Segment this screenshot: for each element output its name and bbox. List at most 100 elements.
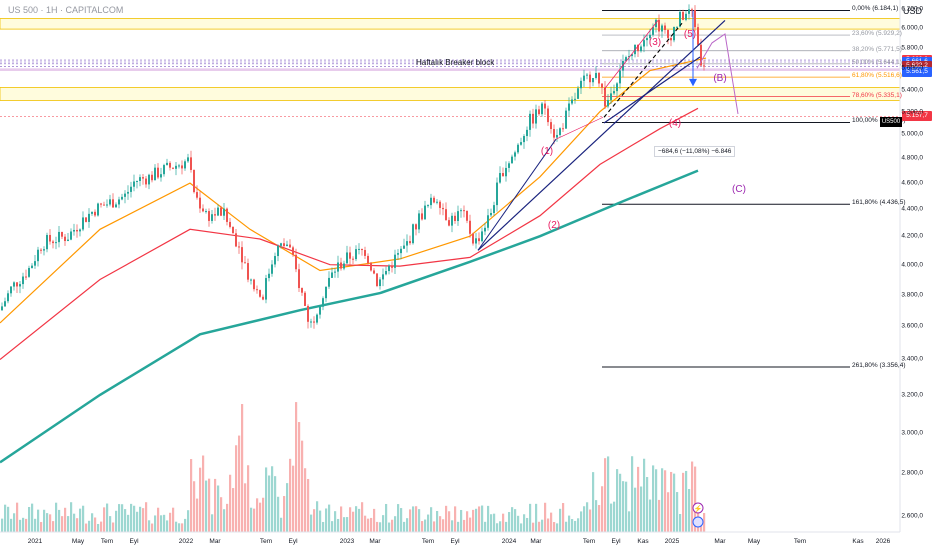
candle bbox=[130, 186, 132, 192]
candle bbox=[49, 234, 51, 242]
candle bbox=[607, 99, 609, 107]
volume-bar bbox=[613, 501, 616, 532]
candle bbox=[421, 213, 423, 220]
volume-bar bbox=[439, 516, 442, 532]
symbol-tag: US500 bbox=[880, 117, 902, 127]
volume-bar bbox=[553, 522, 556, 532]
candle bbox=[205, 211, 207, 213]
candle bbox=[652, 27, 654, 35]
x-tick-label: 2025 bbox=[664, 538, 680, 545]
x-tick-label: 2026 bbox=[875, 538, 891, 545]
wave-1-label: (1) bbox=[540, 146, 554, 157]
candle bbox=[229, 221, 231, 227]
volume-bar bbox=[487, 505, 490, 532]
y-tick-label: 4.200,0 bbox=[901, 232, 923, 240]
lightning-icon[interactable] bbox=[692, 502, 704, 514]
candle bbox=[400, 248, 402, 254]
volume-bar bbox=[19, 519, 22, 532]
volume-bar bbox=[565, 521, 568, 532]
volume-bar bbox=[409, 509, 412, 532]
volume-bar bbox=[10, 518, 13, 532]
volume-bar bbox=[493, 513, 496, 532]
x-tick-label: 2024 bbox=[501, 538, 517, 545]
volume-bar bbox=[469, 517, 472, 532]
volume-bar bbox=[397, 504, 400, 532]
volume-bar bbox=[343, 517, 346, 532]
volume-bar bbox=[328, 504, 331, 532]
candle bbox=[178, 165, 180, 167]
candle bbox=[157, 167, 159, 178]
candles-layer bbox=[1, 4, 705, 329]
volume-bar bbox=[703, 513, 706, 532]
candle bbox=[523, 136, 525, 143]
volume-bar bbox=[400, 508, 403, 532]
candle bbox=[97, 203, 99, 216]
x-tick-label: Mar bbox=[530, 538, 542, 545]
x-tick-label: Mar bbox=[714, 538, 726, 545]
candle bbox=[427, 205, 429, 207]
candle bbox=[235, 233, 237, 247]
flag-icon[interactable] bbox=[692, 516, 704, 528]
volume-bar bbox=[547, 518, 550, 532]
candle bbox=[307, 305, 309, 322]
candle bbox=[250, 279, 252, 281]
volume-bar bbox=[337, 518, 340, 532]
volume-bar bbox=[352, 511, 355, 532]
y-tick-label: 2.800,0 bbox=[901, 469, 923, 477]
fib-label: 100,00% (5.104,0) bbox=[852, 117, 906, 125]
candle bbox=[208, 211, 210, 221]
candle bbox=[373, 270, 375, 274]
trend-line-dashed bbox=[603, 22, 683, 118]
candle bbox=[448, 220, 450, 226]
candle bbox=[85, 217, 87, 222]
candle bbox=[409, 241, 411, 244]
volume-bar bbox=[577, 518, 580, 532]
volume-bar bbox=[601, 486, 604, 532]
x-tick-label: Tem bbox=[100, 538, 114, 545]
volume-bar bbox=[316, 501, 319, 532]
currency-label[interactable]: USD bbox=[902, 6, 922, 16]
candle bbox=[193, 169, 195, 193]
volume-bar bbox=[331, 521, 334, 532]
candle bbox=[220, 207, 222, 216]
volume-bar bbox=[271, 466, 274, 532]
volume-bar bbox=[184, 518, 187, 532]
candle bbox=[151, 174, 153, 181]
candle bbox=[364, 250, 366, 256]
volume-bar bbox=[625, 481, 628, 532]
volume-bar bbox=[637, 466, 640, 532]
volume-bar bbox=[586, 502, 589, 532]
fib-retracement bbox=[602, 9, 850, 368]
volume-bar bbox=[658, 499, 661, 532]
candle bbox=[28, 268, 30, 277]
candle bbox=[484, 227, 486, 232]
volume-bar bbox=[496, 523, 499, 532]
volume-bar bbox=[694, 466, 697, 532]
candle bbox=[112, 199, 114, 208]
candle bbox=[82, 217, 84, 230]
volume-bar bbox=[289, 458, 292, 532]
volume-bar bbox=[664, 470, 667, 532]
candle bbox=[79, 229, 81, 232]
volume-bar bbox=[388, 522, 391, 532]
volume-bar bbox=[538, 521, 541, 532]
volume-bar bbox=[517, 515, 520, 532]
volume-bar bbox=[43, 509, 46, 532]
candle bbox=[244, 262, 246, 264]
candle bbox=[358, 248, 360, 250]
candle bbox=[58, 231, 60, 243]
x-tick-label: Tem bbox=[582, 538, 596, 545]
candle bbox=[574, 98, 576, 100]
volume-bar bbox=[427, 514, 430, 532]
volume-bar bbox=[124, 509, 127, 532]
candle bbox=[682, 11, 684, 20]
volume-bar bbox=[451, 520, 454, 532]
volume-bar bbox=[46, 513, 49, 532]
candle bbox=[472, 233, 474, 244]
candle bbox=[124, 193, 126, 197]
candle bbox=[529, 113, 531, 130]
trend-line-blue bbox=[477, 19, 726, 251]
volume-bar bbox=[415, 506, 418, 532]
volume-bar bbox=[436, 510, 439, 532]
